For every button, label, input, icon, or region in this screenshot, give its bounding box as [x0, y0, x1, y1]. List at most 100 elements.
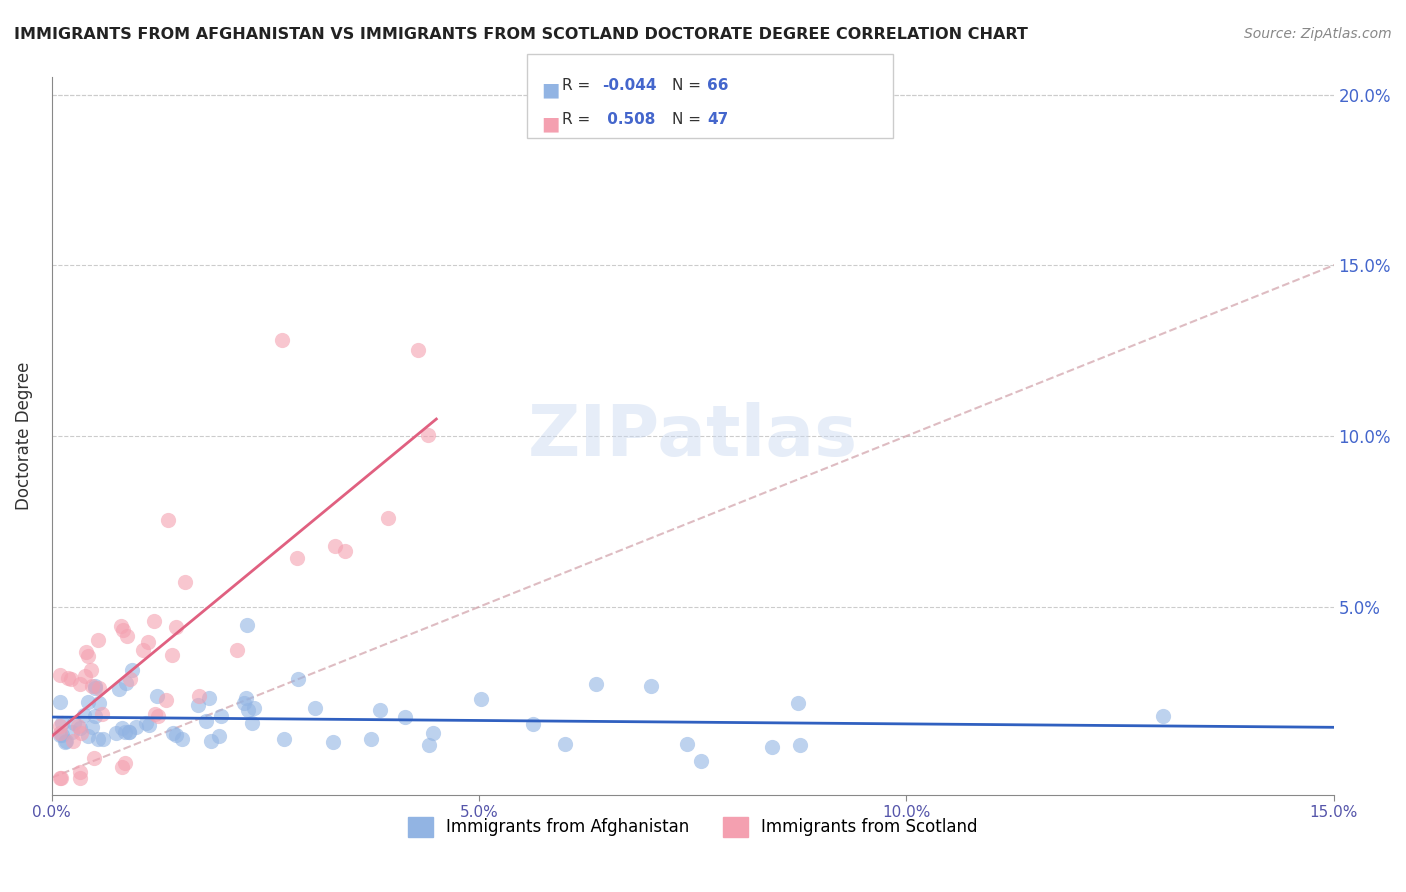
Point — [322, 735, 344, 749]
Point — [585, 677, 607, 691]
Point — [146, 709, 169, 723]
Point — [49, 771, 72, 785]
Point — [51, 771, 73, 785]
Point — [155, 692, 177, 706]
Point — [640, 679, 662, 693]
Point — [118, 725, 141, 739]
Text: N =: N = — [672, 78, 706, 94]
Point — [49, 719, 72, 733]
Point — [370, 703, 392, 717]
Point — [162, 725, 184, 739]
Point — [67, 719, 90, 733]
Text: ■: ■ — [541, 114, 560, 133]
Text: R =: R = — [562, 78, 596, 94]
Point — [120, 673, 142, 687]
Point — [418, 738, 440, 752]
Point — [422, 725, 444, 739]
Point — [273, 731, 295, 746]
Point — [55, 734, 77, 748]
Point — [108, 681, 131, 696]
Point — [89, 696, 111, 710]
Text: Source: ZipAtlas.com: Source: ZipAtlas.com — [1244, 27, 1392, 41]
Point — [51, 716, 73, 731]
Point — [160, 648, 183, 662]
Point — [62, 715, 84, 730]
Point — [83, 751, 105, 765]
Point — [676, 737, 699, 751]
Point — [240, 716, 263, 731]
Point — [91, 731, 114, 746]
Point — [156, 513, 179, 527]
Point — [143, 615, 166, 629]
Point — [73, 707, 96, 722]
Point — [522, 717, 544, 731]
Point — [335, 543, 357, 558]
Point — [49, 668, 72, 682]
Point — [104, 726, 127, 740]
Point — [209, 709, 232, 723]
Point — [304, 701, 326, 715]
Text: -0.044: -0.044 — [602, 78, 657, 94]
Point — [136, 635, 159, 649]
Point — [138, 718, 160, 732]
Point — [121, 663, 143, 677]
Point — [49, 728, 72, 742]
Point — [69, 677, 91, 691]
Point — [110, 619, 132, 633]
Point — [165, 620, 187, 634]
Point — [200, 734, 222, 748]
Point — [56, 671, 79, 685]
Point — [243, 700, 266, 714]
Point — [470, 692, 492, 706]
Point — [235, 691, 257, 706]
Point — [111, 721, 134, 735]
Point — [789, 739, 811, 753]
Point — [132, 643, 155, 657]
Text: IMMIGRANTS FROM AFGHANISTAN VS IMMIGRANTS FROM SCOTLAND DOCTORATE DEGREE CORRELA: IMMIGRANTS FROM AFGHANISTAN VS IMMIGRANT… — [14, 27, 1028, 42]
Point — [406, 343, 429, 358]
Point — [60, 673, 83, 687]
Point — [80, 720, 103, 734]
Point — [285, 551, 308, 566]
Point — [232, 696, 254, 710]
Point — [554, 737, 576, 751]
Point — [53, 735, 76, 749]
Point — [51, 728, 73, 742]
Point — [84, 679, 107, 693]
Point — [125, 720, 148, 734]
Point — [69, 721, 91, 735]
Point — [287, 672, 309, 686]
Point — [195, 714, 218, 728]
Text: 47: 47 — [707, 112, 728, 128]
Point — [135, 716, 157, 731]
Point — [187, 689, 209, 703]
Text: 66: 66 — [707, 78, 728, 94]
Point — [69, 771, 91, 785]
Point — [83, 681, 105, 695]
Text: N =: N = — [672, 112, 706, 128]
Point — [690, 754, 713, 768]
Point — [70, 725, 93, 739]
Point — [75, 645, 97, 659]
Point — [49, 725, 72, 739]
Point — [115, 629, 138, 643]
Text: ■: ■ — [541, 80, 560, 99]
Point — [174, 575, 197, 590]
Point — [114, 756, 136, 770]
Point — [84, 708, 107, 723]
Point — [225, 643, 247, 657]
Point — [360, 731, 382, 746]
Point — [236, 703, 259, 717]
Point — [62, 733, 84, 747]
Point — [114, 724, 136, 739]
Point — [87, 732, 110, 747]
Text: 0.508: 0.508 — [602, 112, 655, 128]
Point — [787, 696, 810, 710]
Point — [118, 724, 141, 739]
Point — [114, 676, 136, 690]
Point — [77, 695, 100, 709]
Point — [271, 334, 294, 348]
Point — [323, 539, 346, 553]
Point — [187, 698, 209, 712]
Y-axis label: Doctorate Degree: Doctorate Degree — [15, 362, 32, 510]
